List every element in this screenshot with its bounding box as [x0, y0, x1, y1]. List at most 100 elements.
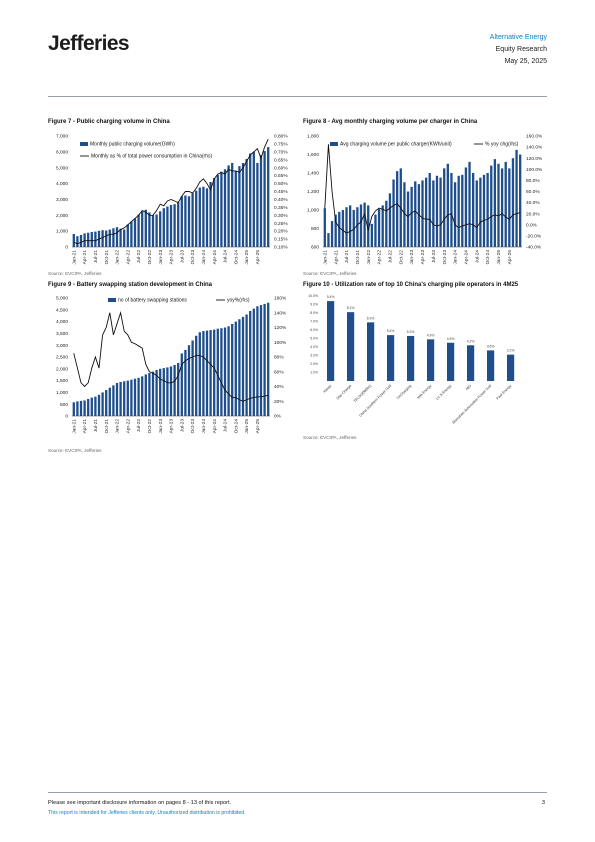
bar — [392, 179, 395, 247]
bar — [108, 387, 111, 416]
line-series — [73, 310, 269, 402]
bar — [446, 163, 449, 247]
bar — [72, 402, 75, 416]
left-tick-label: 1,000 — [56, 390, 68, 396]
x-tick-label: Jan-25 — [244, 419, 250, 434]
bar — [249, 310, 252, 416]
bar — [231, 162, 234, 247]
bar — [216, 328, 219, 416]
x-tick-label: Jan-21 — [71, 250, 77, 265]
right-tick-label: 0.65% — [274, 157, 288, 163]
bar — [173, 365, 176, 416]
fig10-data-label: 5.3% — [407, 330, 415, 334]
x-tick-label: Apr-22 — [125, 250, 131, 265]
bar — [475, 180, 478, 247]
right-tick-label: 160.0% — [526, 134, 543, 140]
bar — [123, 229, 126, 247]
x-tick-label: Apr-23 — [420, 250, 426, 265]
bar — [256, 162, 259, 247]
right-tick-label: -20.0% — [526, 234, 542, 240]
bar — [432, 180, 435, 247]
x-tick-label: Jan-22 — [115, 250, 121, 265]
right-tick-label: 0.20% — [274, 229, 288, 235]
right-tick-label: 0.25% — [274, 221, 288, 227]
left-tick-label: 2,500 — [56, 355, 68, 361]
fig9-source: Source: EVCIPA, Jefferies — [48, 448, 102, 453]
x-tick-label: Apr-21 — [82, 250, 88, 265]
bar — [381, 205, 384, 247]
left-tick-label: 1,600 — [307, 152, 319, 158]
x-tick-label: Oct-24 — [233, 250, 239, 265]
left-tick-label: 600 — [311, 245, 319, 251]
bar — [141, 211, 144, 247]
x-tick-label: Jan-23 — [158, 419, 164, 434]
bar — [169, 204, 173, 247]
bar — [256, 306, 259, 416]
bar — [76, 401, 79, 416]
x-tick-label: Apr-21 — [333, 250, 339, 265]
right-tick-label: 0.80% — [274, 134, 288, 140]
bar — [471, 173, 475, 247]
x-tick-label: Jan-24 — [201, 250, 207, 265]
right-tick-label: 0.60% — [274, 165, 288, 171]
fig10-tick-label: 4.0% — [310, 345, 318, 349]
right-tick-label: 0.10% — [274, 245, 288, 251]
bar — [245, 314, 248, 416]
right-tick-label: 160% — [274, 296, 287, 302]
bar — [245, 158, 248, 247]
left-tick-label: 5,000 — [56, 165, 68, 171]
bar — [105, 230, 108, 247]
bar — [101, 230, 104, 247]
bar — [112, 228, 115, 247]
legend-line-label: % yoy chg(rhs) — [485, 142, 519, 148]
bar — [151, 215, 155, 247]
bar — [334, 214, 337, 247]
bar — [439, 177, 442, 247]
bar — [348, 205, 352, 247]
x-tick-label: Apr-21 — [82, 419, 88, 434]
right-tick-label: 20% — [274, 399, 284, 405]
bar — [205, 330, 209, 416]
report-date: May 25, 2025 — [504, 58, 547, 65]
bar — [374, 214, 377, 247]
right-tick-label: 20.0% — [526, 211, 540, 217]
x-tick-label: Jan-23 — [409, 250, 415, 265]
bar — [223, 169, 227, 247]
x-tick-label: Apr-24 — [212, 419, 218, 434]
bar — [159, 211, 162, 247]
fig10-tick-label: 3.0% — [310, 354, 318, 358]
right-tick-label: 80% — [274, 355, 284, 361]
left-tick-label: 1,000 — [307, 208, 319, 214]
right-tick-label: 40.0% — [526, 200, 540, 206]
x-tick-label: Oct-21 — [355, 250, 361, 265]
bar — [184, 195, 187, 247]
legend-line-label: Monthly as % of total power consumption … — [91, 154, 213, 160]
bar — [511, 158, 515, 247]
fig10-data-label: 3.6% — [487, 344, 495, 348]
bar — [115, 227, 119, 247]
bar — [414, 181, 417, 247]
x-tick-label: Jan-21 — [322, 250, 328, 265]
left-tick-label: 7,000 — [56, 134, 68, 140]
x-tick-label: Oct-21 — [104, 419, 110, 434]
bar — [130, 379, 133, 416]
bar — [137, 214, 140, 247]
bar — [453, 182, 457, 247]
bar — [97, 394, 101, 416]
bar — [515, 149, 518, 247]
bar — [259, 155, 263, 247]
fig10-category-label: Wei Energy — [416, 384, 432, 400]
left-tick-label: 4,500 — [56, 307, 68, 313]
bar — [482, 174, 486, 247]
bar — [367, 205, 370, 247]
fig10-data-label: 8.1% — [347, 306, 355, 310]
division-label: Equity Research — [495, 46, 547, 53]
fig10-bar — [427, 339, 435, 381]
fig10-tick-label: 7.0% — [310, 320, 318, 324]
bar — [144, 374, 147, 416]
bar — [137, 377, 140, 416]
bar — [249, 153, 252, 247]
bar — [508, 168, 511, 247]
